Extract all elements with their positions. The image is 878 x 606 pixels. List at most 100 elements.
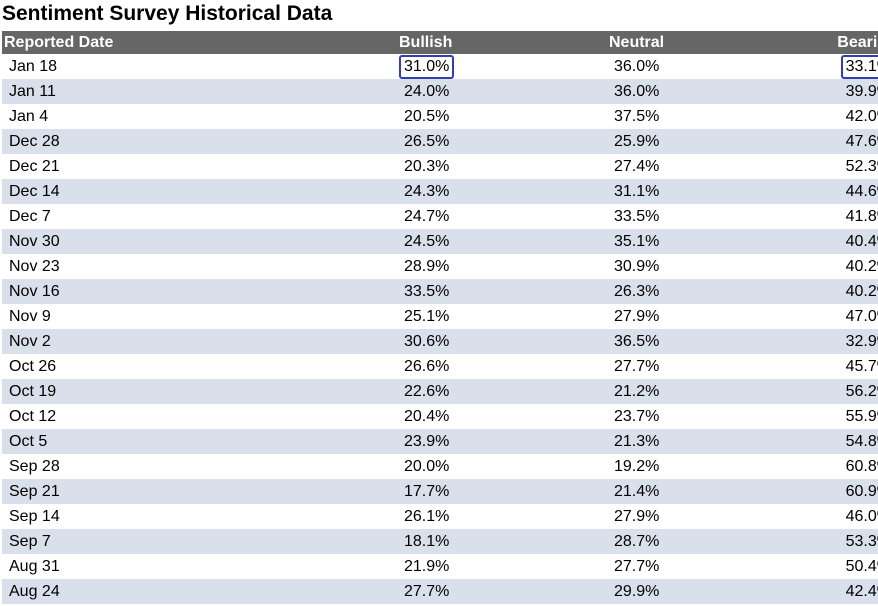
cell-bearish-value: 39.9% [845,83,878,100]
table-row: Sep 21 17.7% 21.4% 60.9% [2,479,878,504]
cell-bearish: 42.4% [808,579,878,604]
cell-date: Oct 12 [2,404,389,429]
cell-bullish-value: 20.5% [404,108,450,125]
table-row: Dec 21 20.3% 27.4% 52.3% [2,154,878,179]
table-body: Jan 18 31.0% 36.0% 33.1% Jan 11 24.0% 36.0% 39.… [2,54,878,604]
cell-bearish-value: 41.8% [845,208,878,225]
cell-bearish: 46.0% [808,504,878,529]
cell-bullish-value: 26.6% [404,358,450,375]
table-row: Dec 7 24.7% 33.5% 41.8% [2,204,878,229]
cell-bearish: 45.7% [808,354,878,379]
cell-date-value: Jan 4 [9,108,49,125]
table-header-row: Reported Date Bullish Neutral Bearish [2,31,878,54]
cell-bullish-value: 24.5% [404,233,450,250]
cell-bullish: 18.1% [389,529,599,554]
cell-date: Dec 14 [2,179,389,204]
cell-bearish-value: 45.7% [845,358,878,375]
cell-bearish: 42.0% [808,104,878,129]
cell-neutral-value: 29.9% [614,583,660,600]
cell-date: Sep 14 [2,504,389,529]
cell-bearish-value: 40.2% [845,283,878,300]
cell-bullish-value: 27.7% [404,583,450,600]
cell-bullish: 22.6% [389,379,599,404]
cell-bearish-value: 56.2% [845,383,878,400]
cell-neutral-value: 23.7% [614,408,660,425]
cell-bullish: 24.7% [389,204,599,229]
page-title: Sentiment Survey Historical Data [2,2,333,25]
cell-bearish-value: 47.6% [845,133,878,150]
cell-date-value: Nov 16 [9,283,60,300]
cell-date-value: Sep 14 [9,508,60,525]
cell-bearish: 60.8% [808,454,878,479]
cell-bearish-value: 50.4% [845,558,878,575]
cell-bullish: 24.3% [389,179,599,204]
cell-bullish: 21.9% [389,554,599,579]
cell-neutral-value: 21.2% [614,383,660,400]
cell-bullish: 26.5% [389,129,599,154]
cell-neutral-value: 31.1% [614,183,660,200]
cell-date: Oct 5 [2,429,389,454]
cell-neutral-value: 36.5% [614,333,660,350]
cell-bullish-value: 21.9% [404,558,450,575]
cell-neutral: 25.9% [599,129,808,154]
cell-neutral: 21.4% [599,479,808,504]
table-row: Nov 2 30.6% 36.5% 32.9% [2,329,878,354]
cell-date-value: Aug 31 [9,558,60,575]
cell-date-value: Sep 7 [9,533,51,550]
cell-bearish: 33.1% [808,54,878,79]
table-row: Nov 30 24.5% 35.1% 40.4% [2,229,878,254]
cell-bullish: 20.5% [389,104,599,129]
cell-bullish-value: 20.0% [404,458,450,475]
cell-neutral: 37.5% [599,104,808,129]
cell-bearish: 39.9% [808,79,878,104]
cell-neutral: 27.4% [599,154,808,179]
table-row: Jan 11 24.0% 36.0% 39.9% [2,79,878,104]
cell-bullish: 25.1% [389,304,599,329]
cell-bearish: 54.8% [808,429,878,454]
cell-neutral: 27.9% [599,304,808,329]
cell-bearish: 40.4% [808,229,878,254]
cell-neutral-value: 35.1% [614,233,660,250]
cell-date: Dec 21 [2,154,389,179]
cell-date: Sep 28 [2,454,389,479]
cell-date: Aug 31 [2,554,389,579]
cell-bearish-value: 42.0% [845,108,878,125]
cell-date-value: Dec 28 [9,133,60,150]
cell-neutral: 31.1% [599,179,808,204]
cell-bullish: 24.0% [389,79,599,104]
column-header-neutral: Neutral [599,31,808,54]
cell-bearish-value: 52.3% [845,158,878,175]
table-row: Nov 16 33.5% 26.3% 40.2% [2,279,878,304]
column-header-bearish: Bearish [808,31,878,54]
cell-bullish-value: 23.9% [404,433,450,450]
cell-bullish: 27.7% [389,579,599,604]
cell-bullish: 20.0% [389,454,599,479]
cell-bearish: 50.4% [808,554,878,579]
cell-bullish: 20.3% [389,154,599,179]
cell-date-value: Dec 14 [9,183,60,200]
cell-bullish-value: 20.3% [404,158,450,175]
cell-neutral: 29.9% [599,579,808,604]
cell-bearish-value: 46.0% [845,508,878,525]
table-row: Sep 7 18.1% 28.7% 53.3% [2,529,878,554]
table-row: Sep 28 20.0% 19.2% 60.8% [2,454,878,479]
cell-date-value: Oct 5 [9,433,48,450]
cell-date: Sep 21 [2,479,389,504]
cell-date-value: Nov 23 [9,258,60,275]
cell-neutral: 19.2% [599,454,808,479]
cell-bearish: 53.3% [808,529,878,554]
cell-date: Nov 30 [2,229,389,254]
cell-neutral-value: 27.7% [614,358,660,375]
cell-neutral: 36.0% [599,54,808,79]
cell-date-value: Aug 24 [9,583,60,600]
table-row: Nov 23 28.9% 30.9% 40.2% [2,254,878,279]
cell-neutral: 21.2% [599,379,808,404]
cell-bearish: 40.2% [808,254,878,279]
cell-bearish-value: 32.9% [845,333,878,350]
cell-bullish: 26.1% [389,504,599,529]
cell-date-value: Sep 28 [9,458,60,475]
cell-bullish-value: 26.1% [404,508,450,525]
cell-bullish: 24.5% [389,229,599,254]
cell-bearish-value: 60.8% [845,458,878,475]
cell-neutral-value: 27.9% [614,308,660,325]
